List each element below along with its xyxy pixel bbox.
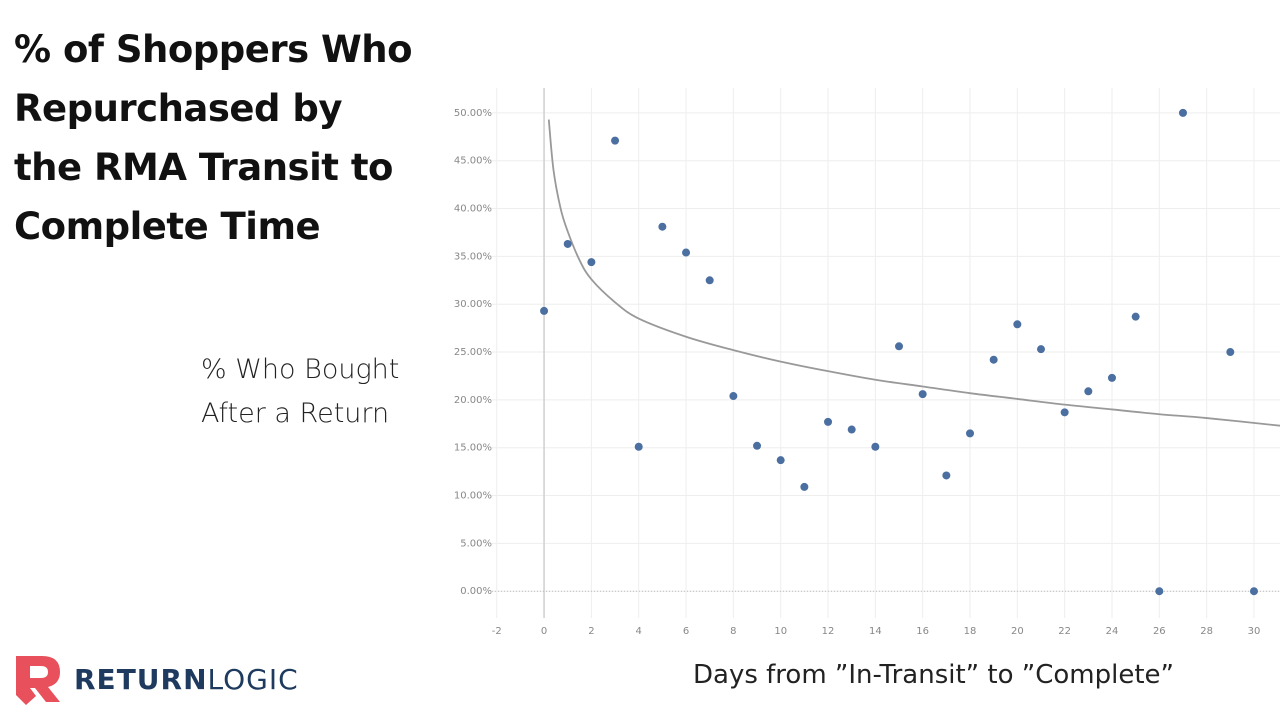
title: % of Shoppers Who Repurchased by the RMA… (14, 28, 413, 248)
x-tick-label: 26 (1153, 626, 1166, 637)
x-tick-label: 24 (1106, 626, 1119, 637)
x-tick-label: 20 (1011, 626, 1024, 637)
x-tick-label: 22 (1058, 626, 1071, 637)
data-point (1249, 587, 1258, 596)
data-point (847, 425, 856, 434)
y-tick-label: 35.00% (454, 251, 492, 262)
data-point (1060, 408, 1069, 417)
x-tick-label: 30 (1248, 626, 1261, 637)
x-tick-label: 0 (541, 626, 547, 637)
y-tick-label: 15.00% (454, 443, 492, 454)
y-tick-label: 10.00% (454, 491, 492, 502)
data-point (895, 342, 904, 351)
data-point (918, 390, 927, 399)
y-tick-label: 5.00% (460, 538, 492, 549)
y-tick-label: 20.00% (454, 395, 492, 406)
data-point (776, 456, 785, 465)
x-tick-label: 8 (730, 626, 736, 637)
data-point (753, 441, 762, 450)
logo-light: LOGIC (207, 662, 299, 696)
logo-text: RETURNLOGIC (74, 663, 299, 696)
x-tick-label: 16 (916, 626, 929, 637)
y-tick-label: 50.00% (454, 108, 492, 119)
x-tick-label: 28 (1200, 626, 1213, 637)
y-tick-label: 25.00% (454, 347, 492, 358)
x-axis-label: Days from ”In-Transit” to ”Complete” (693, 660, 1174, 690)
logo: RETURNLOGIC (14, 652, 299, 706)
data-point (611, 136, 620, 145)
x-tick-label: -2 (492, 626, 502, 637)
data-point (1013, 320, 1022, 329)
y-tick-label: 40.00% (454, 204, 492, 215)
logo-icon (16, 656, 60, 705)
data-point (1226, 348, 1235, 357)
data-point (800, 482, 809, 491)
data-point (1036, 345, 1045, 354)
trend-line (547, 119, 1280, 427)
data-point (563, 239, 572, 248)
data-point (729, 392, 738, 401)
x-tick-label: 2 (588, 626, 594, 637)
y-tick-label: 45.00% (454, 156, 492, 167)
x-tick-label: 10 (774, 626, 787, 637)
x-tick-label: 14 (869, 626, 882, 637)
data-point (966, 429, 975, 438)
logo-bold: RETURN (74, 662, 208, 696)
data-point (1155, 587, 1164, 596)
data-point (1131, 312, 1140, 321)
data-point (658, 222, 667, 231)
data-point (989, 355, 998, 364)
x-tick-label: 4 (636, 626, 642, 637)
data-point (824, 417, 833, 426)
data-point (682, 248, 691, 257)
y-tick-label: 30.00% (454, 299, 492, 310)
data-point (942, 471, 951, 480)
y-tick-label: 0.00% (460, 586, 492, 597)
x-tick-label: 18 (964, 626, 977, 637)
data-point (587, 258, 596, 267)
data-point (540, 306, 549, 315)
data-point (1178, 108, 1187, 117)
data-point (634, 442, 643, 451)
data-point (1107, 373, 1116, 382)
data-point (871, 442, 880, 451)
x-tick-label: 12 (822, 626, 835, 637)
data-point (1084, 387, 1093, 396)
y-axis-label: % Who Bought After a Return (201, 354, 400, 429)
data-point (705, 276, 714, 285)
x-tick-label: 6 (683, 626, 689, 637)
